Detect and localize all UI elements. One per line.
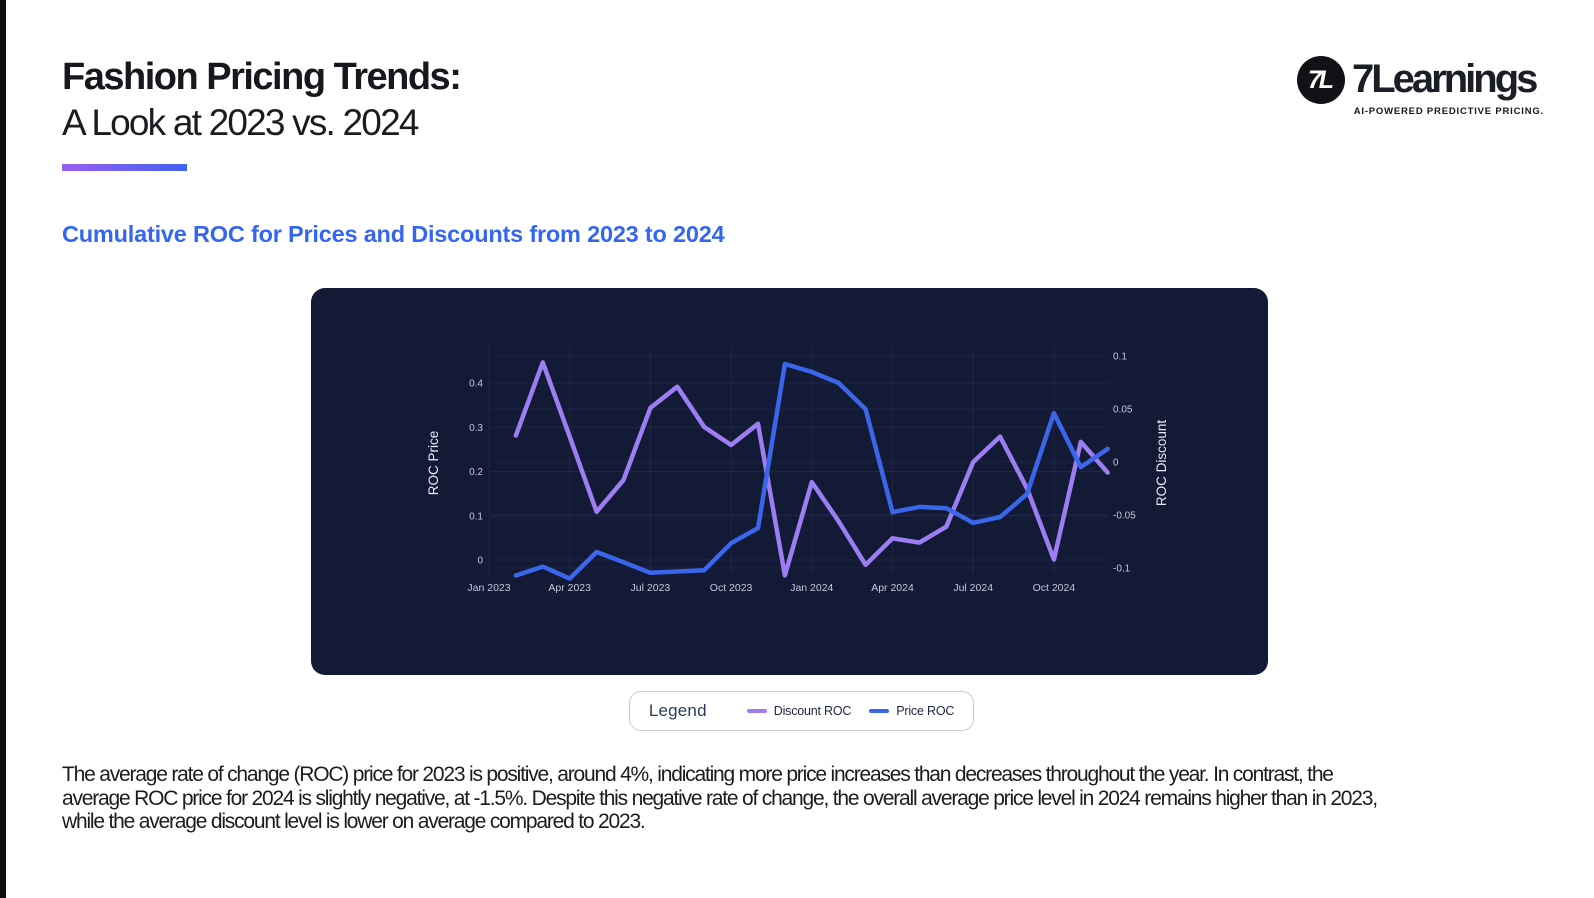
svg-text:Jul 2023: Jul 2023: [631, 582, 671, 594]
discount-roc-swatch-icon: [746, 709, 767, 713]
svg-text:0.2: 0.2: [469, 467, 483, 478]
svg-text:-0.1: -0.1: [1113, 564, 1131, 575]
svg-text:0.1: 0.1: [469, 511, 483, 522]
svg-text:0.05: 0.05: [1113, 405, 1133, 416]
legend-item-label: Discount ROC: [773, 704, 852, 718]
svg-text:Apr 2024: Apr 2024: [871, 582, 914, 594]
svg-text:Jul 2024: Jul 2024: [953, 582, 993, 594]
svg-text:Oct 2023: Oct 2023: [710, 582, 753, 594]
page-title-line2: A Look at 2023 vs. 2024: [62, 102, 419, 143]
svg-text:-0.05: -0.05: [1113, 511, 1136, 522]
svg-text:0.1: 0.1: [1113, 352, 1127, 363]
svg-text:0.4: 0.4: [469, 379, 483, 390]
legend-item-label: Price ROC: [896, 704, 955, 718]
section-heading: Cumulative ROC for Prices and Discounts …: [62, 221, 725, 247]
svg-text:0: 0: [477, 556, 483, 567]
logo-tagline: AI-POWERED PREDICTIVE PRICING.: [1353, 106, 1544, 117]
page-title-line1: Fashion Pricing Trends:: [62, 56, 462, 98]
logo-7learnings: 7L 7Learnings AI-POWERED PREDICTIVE PRIC…: [1297, 54, 1547, 120]
page-edge-strip: [0, 0, 6, 898]
legend-item-discount-roc: Discount ROC: [746, 704, 852, 718]
logo-monogram-icon: 7L: [1297, 56, 1345, 104]
svg-text:Apr 2023: Apr 2023: [548, 582, 591, 594]
roc-line-chart: Jan 2023 Apr 2023 Jul 2023 Oct 2023 Jan 2024…: [426, 346, 1169, 594]
svg-text:ROC Price: ROC Price: [426, 431, 441, 496]
analysis-line: The average rate of change (ROC) price f…: [62, 763, 1334, 786]
analysis-line: while the average discount level is lowe…: [62, 810, 646, 833]
logo-wordmark: 7Learnings: [1352, 57, 1538, 101]
chart-legend: Legend Discount ROC Price ROC: [629, 691, 974, 731]
price-roc-swatch-icon: [869, 709, 890, 713]
svg-text:Jan 2023: Jan 2023: [467, 582, 510, 594]
svg-text:ROC Discount: ROC Discount: [1154, 420, 1169, 507]
svg-text:Jan 2024: Jan 2024: [790, 582, 833, 594]
legend-title: Legend: [648, 701, 707, 720]
title-underline-accent: [62, 164, 187, 171]
legend-item-price-roc: Price ROC: [869, 704, 954, 718]
svg-text:0: 0: [1113, 458, 1119, 469]
svg-text:Oct 2024: Oct 2024: [1033, 582, 1076, 594]
analysis-line: average ROC price for 2024 is slightly n…: [62, 786, 1378, 810]
chart-panel: Jan 2023 Apr 2023 Jul 2023 Oct 2023 Jan 2024…: [311, 288, 1268, 675]
analysis-paragraph: The average rate of change (ROC) price f…: [62, 763, 1378, 834]
svg-text:0.3: 0.3: [469, 423, 483, 434]
